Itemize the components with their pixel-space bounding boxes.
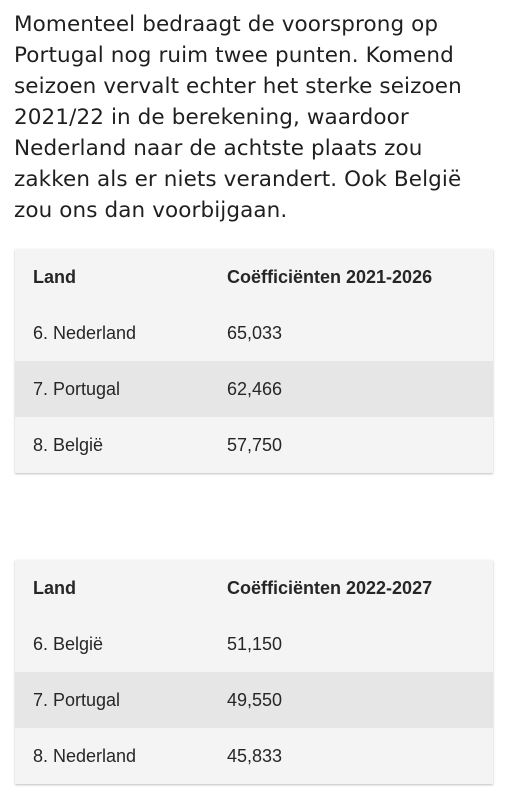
country-cell: 6. België xyxy=(33,633,104,654)
column-header-coefficients: Coëfficiënten 2021-2026 xyxy=(227,266,433,287)
country-cell: 7. Portugal xyxy=(15,672,210,728)
coefficient-cell: 51,150 xyxy=(227,633,283,654)
table-row: 8. België 57,750 xyxy=(15,417,493,473)
country-cell: 8. Nederland xyxy=(33,745,137,766)
coefficient-cell: 45,833 xyxy=(227,745,283,766)
table-header-row: Land Coëfficiënten 2021-2026 xyxy=(15,249,493,305)
column-header-land: Land xyxy=(33,266,76,287)
coefficient-cell: 65,033 xyxy=(227,322,283,343)
table-row: 7. Portugal 49,550 xyxy=(15,672,493,728)
coefficients-table-2021-2026: Land Coëfficiënten 2021-2026 6. Nederlan… xyxy=(15,249,493,473)
coefficients-table-2022-2027: Land Coëfficiënten 2022-2027 6. België 5… xyxy=(15,560,493,784)
table-row: 6. Nederland 65,033 xyxy=(15,305,493,361)
country-cell: 8. België xyxy=(33,434,104,455)
country-cell: 6. Nederland xyxy=(33,322,137,343)
coefficient-cell: 57,750 xyxy=(227,434,283,455)
table-row: 6. België 51,150 xyxy=(15,616,493,672)
country-cell: 7. Portugal xyxy=(15,361,210,417)
table-row: 7. Portugal 62,466 xyxy=(15,361,493,417)
coefficient-cell: 49,550 xyxy=(210,672,493,728)
table-header-row: Land Coëfficiënten 2022-2027 xyxy=(15,560,493,616)
table-row: 8. Nederland 45,833 xyxy=(15,728,493,784)
coefficient-cell: 62,466 xyxy=(210,361,493,417)
article-paragraph: Momenteel bedraagt de voorsprong op Port… xyxy=(14,12,462,223)
column-header-coefficients: Coëfficiënten 2022-2027 xyxy=(227,577,433,598)
column-header-land: Land xyxy=(33,577,76,598)
